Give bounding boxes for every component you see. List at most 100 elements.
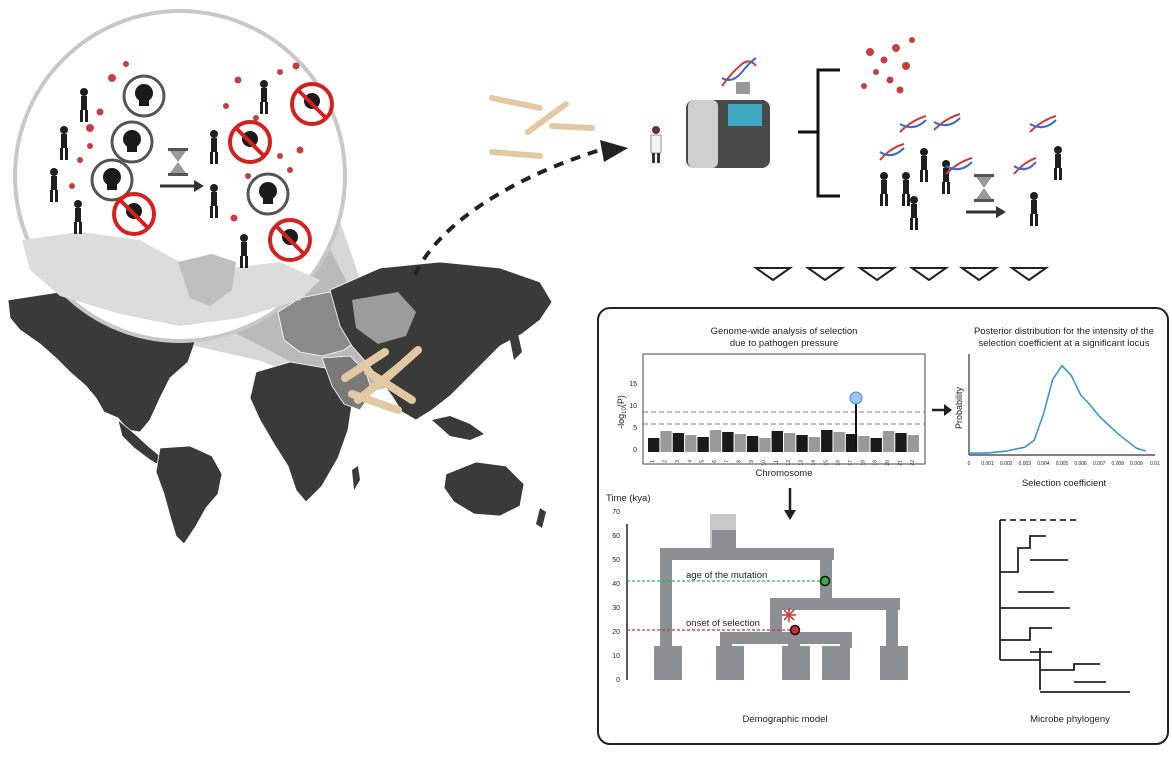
chromosome-tick-label: 6 bbox=[712, 460, 718, 463]
no-death-icon bbox=[290, 82, 334, 126]
time-arrow-icon bbox=[966, 206, 1006, 218]
chromosome-tick-label: 2 bbox=[663, 460, 669, 463]
ytick: 30 bbox=[612, 605, 620, 612]
demographic-caption: Demographic model bbox=[742, 714, 827, 725]
chromosome-block bbox=[672, 433, 685, 452]
person-icon bbox=[210, 184, 218, 218]
chromosome-block bbox=[648, 438, 660, 452]
chromosome-block bbox=[709, 430, 722, 452]
posterior-xtick-label: 0.008 bbox=[1112, 461, 1125, 467]
phylogeny-caption: Microbe phylogeny bbox=[1030, 714, 1110, 725]
ytick: 10 bbox=[629, 403, 637, 410]
manhattan-yticks: 0 5 10 15 bbox=[629, 381, 637, 454]
posterior-xtick-label: 0.009 bbox=[1130, 461, 1143, 467]
posterior-title-line1: Posterior distribution for the intensity… bbox=[974, 326, 1154, 337]
skull-icon bbox=[110, 120, 154, 164]
chromosome-block bbox=[808, 437, 821, 452]
chevron-down-icon bbox=[958, 267, 1000, 282]
pathogen-icon bbox=[782, 608, 796, 622]
ytick: 20 bbox=[612, 629, 620, 636]
chromosome-block bbox=[771, 431, 783, 452]
sequencer-icon bbox=[686, 82, 770, 168]
skull-icon-group bbox=[90, 74, 290, 216]
chromosome-tick-label: 4 bbox=[687, 460, 693, 463]
skull-icon bbox=[246, 172, 290, 216]
ytick: 15 bbox=[629, 381, 637, 388]
chromosome-block bbox=[722, 432, 734, 452]
ytick: 0 bbox=[633, 447, 637, 454]
chromosome-block bbox=[833, 432, 845, 452]
chevron-down-icon bbox=[908, 267, 950, 282]
ancient-bones-icon bbox=[489, 95, 595, 159]
manhattan-bars bbox=[648, 430, 919, 452]
chromosome-tick-label: 14 bbox=[811, 460, 817, 466]
posterior-xtick-label: 0.001 bbox=[981, 461, 994, 467]
ytick: 40 bbox=[612, 581, 620, 588]
skull-icon bbox=[122, 74, 166, 118]
microbe-phylogeny bbox=[999, 519, 1130, 693]
person-icon bbox=[1054, 146, 1062, 180]
manhattan-title-line2: due to pathogen pressure bbox=[730, 338, 838, 349]
scientist-icon bbox=[650, 126, 662, 163]
posterior-xtick-label: 0 bbox=[968, 461, 971, 467]
person-icon bbox=[902, 172, 910, 206]
continent-japan bbox=[510, 334, 522, 360]
chromosome-tick-label: 3 bbox=[675, 460, 681, 463]
chromosome-tick-label: 13 bbox=[799, 460, 805, 466]
dna-strands-icon bbox=[879, 113, 1057, 175]
posterior-curve bbox=[969, 364, 1146, 454]
arrow-down-icon bbox=[784, 488, 796, 520]
person-icon bbox=[1030, 192, 1038, 226]
chromosome-block bbox=[882, 431, 895, 452]
posterior-title-line2: selection coefficient at a significant l… bbox=[979, 338, 1150, 349]
person-icon bbox=[60, 126, 68, 160]
posterior-xlabel: Selection coefficient bbox=[1022, 478, 1107, 489]
selection-onset-marker bbox=[789, 624, 801, 636]
chromosome-tick-label: 16 bbox=[836, 460, 842, 466]
mutation-age-marker bbox=[819, 575, 831, 587]
posterior-plot: Posterior distribution for the intensity… bbox=[954, 326, 1160, 489]
ytick: 5 bbox=[633, 425, 637, 432]
no-death-icon-group bbox=[112, 82, 334, 262]
posterior-xtick-label: 0.005 bbox=[1056, 461, 1069, 467]
chromosome-block bbox=[907, 435, 919, 452]
posterior-xtick-label: 0.003 bbox=[1019, 461, 1032, 467]
person-icon bbox=[260, 80, 268, 114]
chromosome-block bbox=[784, 433, 796, 452]
manhattan-ylabel: -log10(P) bbox=[616, 395, 628, 429]
sequenced-humans-icon bbox=[880, 146, 1062, 230]
bones-on-map-icon bbox=[341, 346, 422, 414]
time-arrow-icon bbox=[160, 180, 204, 192]
manhattan-title-line1: Genome-wide analysis of selection bbox=[711, 326, 858, 337]
chromosome-block bbox=[895, 433, 907, 452]
significant-locus-marker bbox=[849, 391, 863, 405]
arrow-right-icon bbox=[932, 404, 952, 416]
ytick: 10 bbox=[612, 653, 620, 660]
hourglass-icon bbox=[974, 174, 994, 202]
chromosome-tick-label: 20 bbox=[885, 460, 891, 466]
person-icon bbox=[210, 130, 218, 164]
chromosome-tick-label: 8 bbox=[737, 460, 743, 463]
chromosome-tick-label: 21 bbox=[897, 460, 903, 466]
manhattan-plot: Genome-wide analysis of selection due to… bbox=[616, 326, 926, 479]
hourglass-icon bbox=[168, 148, 188, 176]
ytick: 70 bbox=[612, 509, 620, 516]
chromosome-block bbox=[685, 435, 697, 452]
ytick: 50 bbox=[612, 557, 620, 564]
chromosome-block bbox=[660, 431, 672, 452]
no-death-icon bbox=[228, 120, 272, 164]
posterior-xtick-label: 0.004 bbox=[1037, 461, 1050, 467]
person-icon bbox=[80, 88, 88, 122]
posterior-xtick-label: 0.01 bbox=[1150, 461, 1160, 467]
pathogen-cluster-icon bbox=[861, 37, 915, 94]
chevron-down-icon bbox=[804, 267, 846, 282]
chromosome-block bbox=[746, 436, 759, 452]
chevron-row bbox=[752, 267, 1050, 282]
chromosome-tick-label: 18 bbox=[860, 460, 866, 466]
chromosome-block bbox=[870, 438, 882, 452]
person-icon bbox=[50, 168, 58, 202]
dashed-flow-arrow bbox=[413, 148, 601, 276]
continent-new-zealand bbox=[536, 508, 546, 528]
posterior-xtick-label: 0.006 bbox=[1074, 461, 1087, 467]
person-icon bbox=[910, 196, 918, 230]
